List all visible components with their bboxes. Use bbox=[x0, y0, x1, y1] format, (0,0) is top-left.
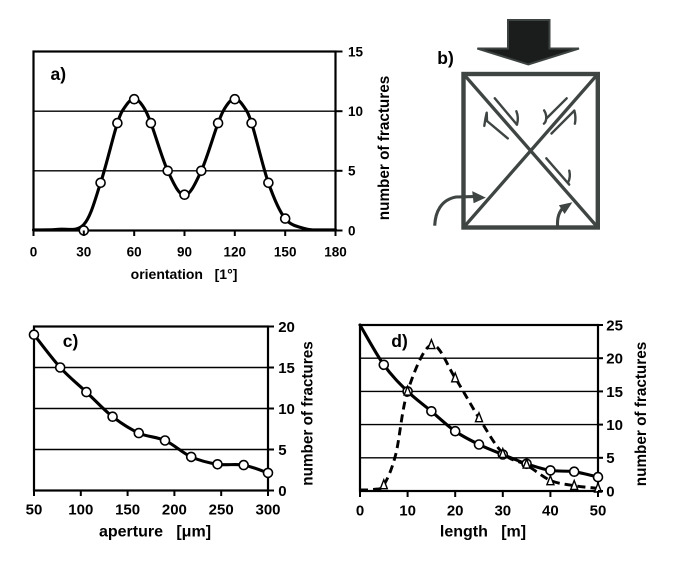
svg-text:0: 0 bbox=[606, 483, 614, 500]
svg-text:15: 15 bbox=[606, 384, 623, 401]
svg-text:300: 300 bbox=[255, 502, 280, 519]
svg-text:100: 100 bbox=[68, 502, 93, 519]
svg-text:25: 25 bbox=[606, 317, 623, 334]
svg-text:orientation [1°]: orientation [1°] bbox=[131, 266, 238, 282]
svg-text:c): c) bbox=[63, 331, 79, 351]
svg-text:10: 10 bbox=[278, 401, 295, 418]
svg-text:50: 50 bbox=[26, 502, 43, 519]
svg-text:number of fractures: number of fractures bbox=[633, 342, 650, 487]
svg-text:d): d) bbox=[391, 331, 408, 351]
svg-text:15: 15 bbox=[278, 360, 295, 377]
svg-text:number of fractures: number of fractures bbox=[376, 76, 393, 221]
svg-text:20: 20 bbox=[447, 503, 464, 520]
svg-text:5: 5 bbox=[278, 442, 286, 459]
svg-text:0: 0 bbox=[278, 483, 286, 500]
svg-text:90: 90 bbox=[177, 244, 192, 259]
svg-text:60: 60 bbox=[127, 244, 142, 259]
svg-text:120: 120 bbox=[224, 244, 247, 259]
svg-text:30: 30 bbox=[494, 503, 511, 520]
svg-text:0: 0 bbox=[356, 503, 364, 520]
svg-text:250: 250 bbox=[209, 502, 234, 519]
svg-text:200: 200 bbox=[162, 502, 187, 519]
svg-text:40: 40 bbox=[542, 503, 559, 520]
svg-text:50: 50 bbox=[590, 503, 607, 520]
svg-text:20: 20 bbox=[278, 319, 295, 336]
svg-text:150: 150 bbox=[115, 502, 140, 519]
svg-text:20: 20 bbox=[606, 351, 623, 368]
svg-text:10: 10 bbox=[606, 417, 623, 434]
svg-text:15: 15 bbox=[348, 44, 364, 59]
svg-text:30: 30 bbox=[76, 244, 91, 259]
svg-text:5: 5 bbox=[606, 450, 614, 467]
svg-text:10: 10 bbox=[399, 503, 416, 520]
svg-text:0: 0 bbox=[30, 244, 38, 259]
svg-text:number of fractures: number of fractures bbox=[300, 341, 317, 486]
svg-text:5: 5 bbox=[348, 164, 356, 179]
svg-text:aperture [μm]: aperture [μm] bbox=[99, 524, 211, 541]
svg-text:length [m]: length [m] bbox=[440, 524, 526, 541]
svg-text:0: 0 bbox=[348, 223, 356, 238]
svg-text:b): b) bbox=[437, 48, 454, 68]
svg-text:180: 180 bbox=[324, 244, 347, 259]
svg-text:150: 150 bbox=[274, 244, 297, 259]
svg-text:10: 10 bbox=[348, 104, 363, 119]
svg-text:a): a) bbox=[51, 64, 67, 84]
